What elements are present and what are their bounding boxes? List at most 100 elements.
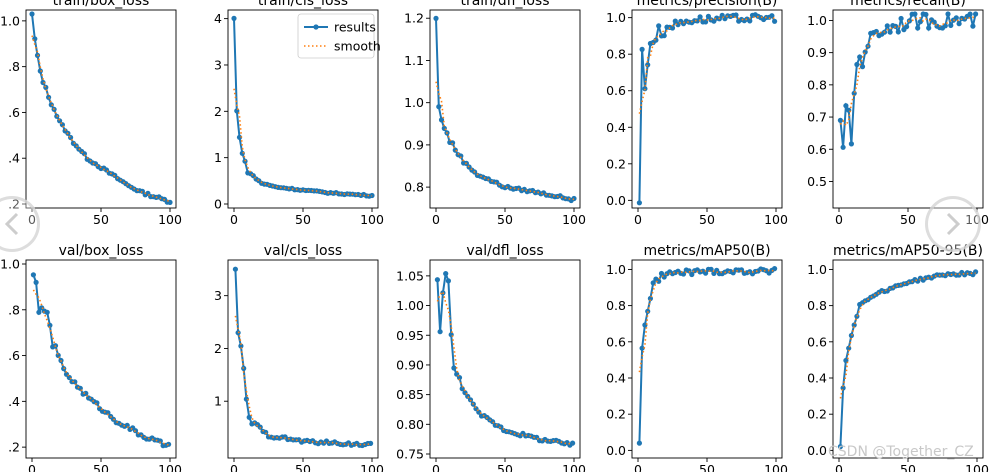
x-tick-label: 100: [158, 212, 182, 227]
results-marker: [40, 79, 46, 86]
results-marker: [912, 11, 918, 17]
chart-panel-9: metrics/mAP50(B) 0 50 100 0.0 0.2 0.4 0.6 0.8 1.0: [606, 243, 788, 472]
results-marker: [840, 144, 846, 150]
results-marker: [650, 280, 656, 286]
results-marker: [669, 25, 676, 31]
y-tick-label: 0.2: [606, 407, 626, 422]
results-marker: [705, 13, 712, 19]
results-marker: [29, 11, 35, 17]
smooth-line: [839, 272, 976, 399]
results-marker: [862, 49, 868, 55]
results-marker: [923, 11, 929, 18]
results-marker: [917, 19, 924, 25]
results-marker: [639, 46, 645, 53]
results-marker: [437, 329, 443, 335]
plot-frame: [25, 259, 177, 459]
results-marker: [44, 309, 50, 315]
y-tick-label: 0.8: [606, 47, 626, 62]
x-tick-label: 0: [835, 212, 843, 227]
results-marker: [36, 309, 42, 315]
results-marker: [656, 278, 662, 284]
chart-panel-2: train/cls_loss 0 50 100 0 1 2 3 4 results smooth: [214, 0, 384, 227]
y-tick-label: 1.0: [807, 13, 827, 28]
y-tick-label: 2: [214, 104, 222, 119]
results-marker: [434, 277, 440, 283]
results-marker: [697, 14, 703, 20]
next-arrow-button[interactable]: [925, 196, 981, 252]
y-tick-label: .2: [8, 440, 20, 455]
previous-arrow-button[interactable]: [0, 196, 40, 252]
watermark: CSDN @Together_CZ: [828, 444, 974, 460]
results-marker: [689, 271, 695, 278]
results-marker: [642, 322, 648, 328]
results-marker: [738, 267, 745, 273]
results-marker: [33, 279, 39, 285]
y-tick-label: 0.7: [807, 110, 827, 125]
x-tick-label: 100: [764, 212, 788, 227]
x-tick-label: 0: [230, 462, 238, 472]
chart-title: train/box_loss: [53, 0, 150, 9]
y-tick-label: 1.0: [807, 262, 827, 277]
y-tick-label: 0.6: [606, 334, 626, 349]
y-tick-label: 0.6: [807, 334, 827, 349]
plot-frame: [429, 9, 581, 209]
x-tick-label: 50: [699, 462, 715, 472]
chart-title: train/cls_loss: [258, 0, 348, 9]
legend-results-label: results: [334, 20, 376, 35]
y-tick-label: 0.4: [807, 371, 827, 386]
y-tick-label: 0.8: [807, 77, 827, 92]
x-tick-label: 50: [93, 212, 109, 227]
results-marker: [451, 365, 457, 371]
y-tick-label: 3: [214, 57, 222, 72]
chart-title: metrics/precision(B): [637, 0, 778, 9]
results-line: [839, 12, 977, 148]
x-tick-label: 100: [562, 212, 586, 227]
plot-frame: [631, 259, 783, 459]
x-tick-label: 50: [900, 212, 916, 227]
results-marker: [926, 25, 932, 31]
chart-panel-4: metrics/precision(B) 0 50 100 0.0 0.2 0.4 0.6 0.…: [606, 0, 788, 227]
y-tick-label: 0.2: [807, 407, 827, 422]
x-tick-label: 0: [28, 462, 36, 472]
results-marker: [672, 18, 678, 24]
y-tick-label: 0: [214, 197, 222, 212]
smooth-line: [233, 88, 373, 197]
results-marker: [236, 134, 243, 140]
results-line: [638, 267, 776, 444]
y-tick-label: .8: [8, 302, 20, 317]
results-marker: [438, 117, 445, 123]
y-tick-label: 0.8: [606, 298, 626, 313]
y-tick-label: 0.85: [396, 387, 424, 402]
results-marker: [639, 345, 645, 351]
y-tick-label: 4: [214, 11, 222, 26]
chart-title: val/dfl_loss: [466, 243, 543, 259]
results-marker: [769, 13, 775, 19]
results-marker: [915, 25, 921, 31]
results-marker: [843, 103, 849, 109]
results-marker: [658, 270, 665, 277]
x-tick-label: 0: [634, 462, 642, 472]
results-marker: [452, 147, 458, 153]
results-marker: [904, 24, 910, 30]
results-marker: [636, 440, 643, 446]
legend-results-marker: [313, 24, 319, 30]
y-tick-label: 1.0: [0, 13, 20, 28]
chevron-left-icon: [4, 212, 19, 236]
y-tick-label: 3: [214, 288, 222, 303]
y-tick-label: 1.1: [404, 53, 424, 68]
x-tick-label: 50: [295, 462, 311, 472]
results-marker: [887, 29, 893, 35]
results-marker: [661, 33, 667, 39]
y-tick-label: 0.4: [606, 371, 626, 386]
y-tick-label: .6: [8, 105, 20, 120]
results-marker: [945, 11, 951, 17]
x-tick-label: 50: [497, 462, 513, 472]
results-marker: [105, 410, 111, 416]
results-marker: [459, 386, 465, 392]
y-tick-label: 1.00: [396, 298, 424, 313]
results-marker: [956, 21, 962, 27]
results-marker: [895, 29, 901, 35]
chart-title: val/box_loss: [59, 243, 144, 259]
y-tick-label: 1: [214, 394, 222, 409]
y-tick-label: 1.05: [396, 268, 424, 283]
